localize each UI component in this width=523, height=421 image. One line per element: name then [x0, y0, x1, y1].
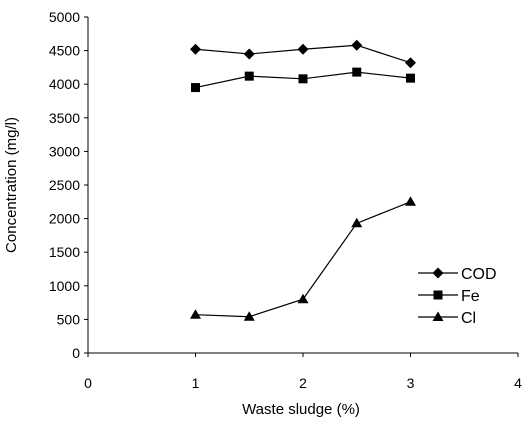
- y-axis-title: Concentration (mg/l): [3, 117, 20, 253]
- y-tick-label: 4500: [49, 43, 80, 59]
- data-point-cod: [243, 48, 255, 60]
- y-tick-label: 3000: [49, 143, 80, 159]
- legend-marker-fe: [433, 290, 443, 300]
- data-point-fe: [352, 67, 362, 77]
- x-tick-label: 0: [84, 375, 92, 391]
- series-cod: [190, 39, 416, 69]
- x-tick-label: 3: [407, 375, 415, 391]
- y-tick-label: 3500: [49, 110, 80, 126]
- data-point-cl: [351, 217, 363, 228]
- data-point-fe: [244, 71, 254, 81]
- data-point-cl: [405, 196, 416, 206]
- y-axis-ticks: 0 500 1000 1500 2000 2500 3000 3500 4000 4500 5000: [49, 9, 88, 361]
- data-point-fe: [298, 74, 308, 84]
- legend-marker-cod: [432, 267, 444, 279]
- y-tick-label: 2500: [49, 177, 80, 193]
- legend-label-cod: COD: [461, 266, 497, 283]
- data-point-fe: [191, 83, 200, 93]
- y-tick-label: 1000: [49, 278, 80, 294]
- y-tick-label: 0: [72, 345, 80, 361]
- x-tick-label: 4: [514, 375, 522, 391]
- data-point-cod: [297, 43, 309, 55]
- x-tick-label: 2: [299, 375, 307, 391]
- data-point-cod: [351, 39, 363, 51]
- y-tick-label: 500: [57, 311, 81, 327]
- x-axis-ticks: 0 1 2 3 4: [84, 353, 522, 391]
- legend-label-cl: Cl: [461, 310, 476, 327]
- series-cl: [190, 196, 416, 321]
- data-point-fe: [406, 73, 415, 83]
- x-tick-label: 1: [192, 375, 200, 391]
- data-series: [190, 39, 416, 321]
- series-fe: [191, 67, 415, 93]
- data-point-cod: [405, 57, 416, 69]
- legend-marker-cl: [432, 311, 444, 321]
- data-point-cl: [190, 309, 201, 319]
- legend: COD Fe Cl: [418, 266, 497, 327]
- x-axis-title: Waste sludge (%): [242, 401, 360, 418]
- data-point-cod: [190, 43, 201, 55]
- legend-label-fe: Fe: [461, 288, 480, 305]
- y-tick-label: 2000: [49, 211, 80, 227]
- y-tick-label: 4000: [49, 76, 80, 92]
- y-tick-label: 1500: [49, 244, 80, 260]
- data-point-cl: [297, 293, 309, 304]
- y-tick-label: 5000: [49, 9, 80, 25]
- data-point-cl: [243, 311, 255, 321]
